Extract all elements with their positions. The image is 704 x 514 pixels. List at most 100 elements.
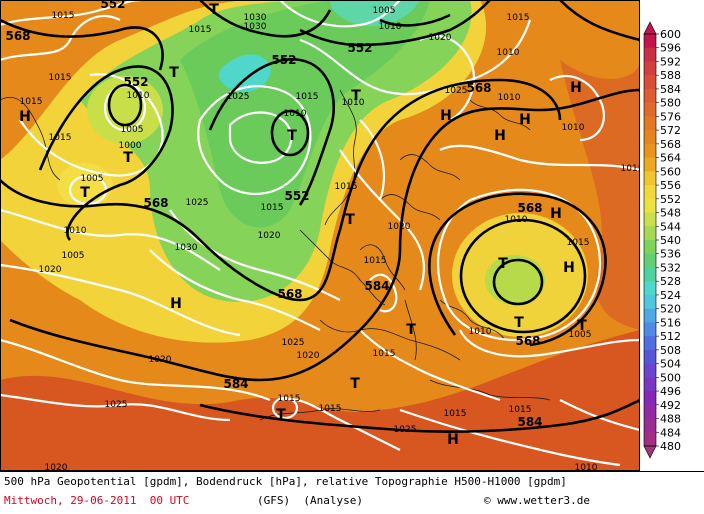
- legend-swatch: [644, 102, 656, 117]
- pressure-label: 1025: [445, 86, 468, 96]
- pressure-label: 1015: [278, 394, 301, 404]
- legend-swatch: [644, 391, 656, 406]
- pressure-label: 1010: [342, 98, 365, 108]
- legend-tick-label: 600: [660, 28, 681, 41]
- pressure-label: 1010: [505, 215, 528, 225]
- legend-swatch: [644, 432, 656, 447]
- legend-swatch: [644, 294, 656, 310]
- pressure-label: 1030: [244, 22, 267, 32]
- pressure-label: 1010: [379, 22, 402, 32]
- pressure-labels: 1015 1030 1030 1015 1005 1010 1020 1015 …: [20, 6, 640, 471]
- legend-swatch: [644, 143, 656, 159]
- geo-label: 552: [100, 0, 125, 11]
- legend-swatch: [644, 171, 656, 186]
- pressure-label: 1015: [296, 92, 319, 102]
- geo-label: 568: [277, 287, 302, 301]
- pressure-label: 1005: [81, 174, 104, 184]
- map-description: 500 hPa Geopotential [gpdm], Bodendruck …: [4, 475, 567, 488]
- legend-tick-label: 504: [660, 358, 681, 371]
- pressure-label: 1010: [284, 109, 307, 119]
- high-marker: H: [563, 260, 575, 276]
- pressure-label: 1010: [497, 48, 520, 58]
- legend-swatch: [644, 212, 656, 227]
- pressure-label: 1015: [373, 349, 396, 359]
- geopotential-contours: [0, 0, 640, 433]
- legend-tick-label: 584: [660, 83, 681, 96]
- pressure-label: 1010: [562, 123, 585, 133]
- pressure-label: 1010: [127, 91, 150, 101]
- legend-tick-label: 548: [660, 207, 681, 220]
- legend-swatch: [644, 349, 656, 365]
- low-marker: T: [123, 150, 133, 166]
- geo-label: 568: [517, 201, 542, 215]
- pressure-label: 1020: [45, 463, 68, 471]
- weather-map: 1015 1030 1030 1015 1005 1010 1020 1015 …: [0, 0, 640, 471]
- legend-tick-label: 480: [660, 440, 681, 453]
- legend-arrow-bottom-icon: [643, 445, 657, 459]
- legend-swatch: [644, 308, 656, 323]
- legend-swatch: [644, 404, 656, 420]
- pressure-label: 1010: [498, 93, 521, 103]
- pressure-label: 1015: [189, 25, 212, 35]
- pressure-label: 1015: [444, 409, 467, 419]
- legend-tick-label: 492: [660, 399, 681, 412]
- legend-swatch: [644, 226, 656, 241]
- legend-swatch: [644, 240, 656, 255]
- pressure-label: 1025: [186, 198, 209, 208]
- legend-tick-label: 524: [660, 289, 681, 302]
- low-marker: T: [209, 2, 219, 18]
- legend-swatch: [644, 363, 656, 378]
- geo-label: 568: [5, 29, 30, 43]
- high-marker: H: [440, 108, 452, 124]
- legend-tick-label: 508: [660, 344, 681, 357]
- pressure-label: 1005: [373, 6, 396, 16]
- pressure-label: 1015: [319, 404, 342, 414]
- legend-tick-label: 520: [660, 303, 681, 316]
- cyan-core: [218, 54, 271, 93]
- high-marker: H: [170, 296, 182, 312]
- high-markers: H H H H H H H H H H: [19, 0, 582, 448]
- legend-tick-label: 512: [660, 330, 681, 343]
- low-marker: T: [276, 407, 286, 423]
- pressure-label: 1025: [282, 338, 305, 348]
- high-marker: H: [570, 80, 582, 96]
- legend-swatch: [644, 75, 656, 90]
- pressure-label: 1015: [49, 73, 72, 83]
- legend-tick-label: 580: [660, 97, 681, 110]
- high-marker: H: [519, 112, 531, 128]
- pressure-label: 1015: [567, 238, 590, 248]
- pressure-label: 1025: [394, 425, 417, 435]
- legend-tick-label: 540: [660, 234, 681, 247]
- high-marker: H: [438, 0, 450, 4]
- pressure-label: 1015: [20, 97, 43, 107]
- copyright-link[interactable]: © www.wetter3.de: [484, 494, 590, 507]
- legend-swatch: [644, 116, 656, 131]
- legend-tick-label: 532: [660, 261, 681, 274]
- legend-arrow-top-icon: [643, 21, 657, 35]
- legend-swatch: [644, 336, 656, 351]
- pressure-label: 1020: [297, 351, 320, 361]
- legend-tick-label: 588: [660, 69, 681, 82]
- pressure-label: 1000: [119, 141, 142, 151]
- low-markers: T T T T T T T T T T T T: [80, 2, 524, 423]
- legend-swatch: [644, 418, 656, 433]
- legend-tick-label: 568: [660, 138, 681, 151]
- legend-swatch: [644, 157, 656, 172]
- pressure-label: 1015: [364, 256, 387, 266]
- low-marker: T: [406, 322, 416, 338]
- pressure-label: 1025: [105, 400, 128, 410]
- legend-tick-label: 564: [660, 152, 681, 165]
- geo-label: 584: [364, 279, 389, 293]
- pressure-label: 1005: [62, 251, 85, 261]
- map-footer: 500 hPa Geopotential [gpdm], Bodendruck …: [0, 471, 704, 514]
- low-marker: T: [287, 128, 297, 144]
- high-marker: H: [19, 109, 31, 125]
- legend-swatch: [644, 267, 656, 282]
- pressure-label: 1015: [49, 133, 72, 143]
- legend-swatch: [644, 281, 656, 296]
- pressure-label: 1015: [507, 13, 530, 23]
- low-marker: T: [169, 65, 179, 81]
- pressure-label: 1025: [227, 92, 250, 102]
- pressure-label: 1015: [509, 405, 532, 415]
- geo-label: 584: [517, 415, 542, 429]
